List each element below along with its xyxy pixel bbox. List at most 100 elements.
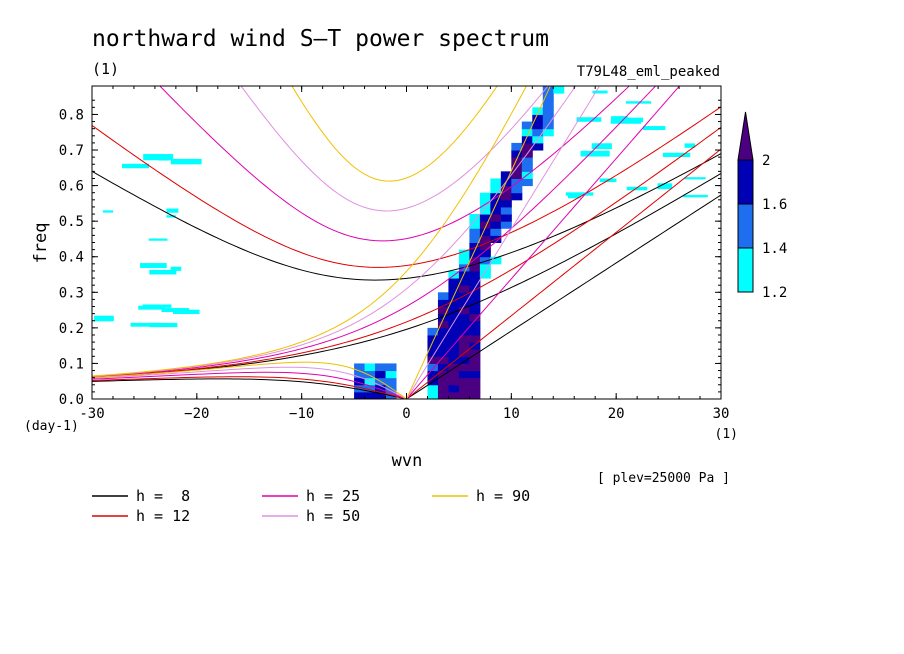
power-cell	[542, 107, 554, 115]
kelvin-curve	[406, 86, 681, 399]
power-cell	[511, 157, 523, 165]
power-cell	[532, 142, 544, 151]
power-cell	[458, 334, 470, 343]
power-cell	[375, 391, 387, 399]
power-patch	[592, 90, 608, 94]
power-cell	[469, 377, 481, 386]
power-cell	[427, 327, 439, 336]
chart-subtitle-right: T79L48_eml_peaked	[577, 64, 720, 80]
power-cell	[458, 342, 470, 350]
power-cell	[448, 320, 460, 329]
y-axis-label: freq	[31, 223, 51, 264]
power-cell	[458, 384, 470, 393]
power-cell	[385, 370, 397, 379]
plot-area	[91, 85, 722, 400]
power-cell	[437, 342, 449, 350]
power-cell	[354, 384, 366, 393]
power-patch	[149, 322, 178, 328]
power-cell	[469, 278, 481, 286]
power-cell	[469, 214, 481, 222]
power-cell	[500, 185, 512, 194]
power-cell	[448, 313, 460, 322]
power-cell	[437, 377, 449, 386]
power-cell	[521, 142, 533, 151]
power-cell	[469, 235, 481, 243]
power-cell	[490, 221, 502, 229]
power-cell	[427, 356, 439, 364]
power-cell	[479, 242, 491, 251]
power-cell	[375, 363, 387, 372]
colorbar-triangle	[737, 111, 754, 161]
power-cell	[427, 363, 439, 372]
power-cell	[375, 370, 387, 379]
power-patch	[576, 117, 602, 122]
power-cell	[490, 256, 502, 265]
colorbar-label: 2	[762, 153, 770, 169]
power-cell	[458, 306, 470, 315]
power-cell	[469, 384, 481, 393]
power-cell	[437, 363, 449, 372]
power-cell	[458, 313, 470, 322]
y-tick-label: 0.1	[59, 356, 84, 372]
power-patch	[623, 117, 644, 123]
kelvin-curve	[406, 148, 721, 399]
power-cell	[479, 214, 491, 222]
power-patch	[580, 150, 610, 157]
power-cell	[469, 342, 481, 350]
mrg-curve	[92, 86, 657, 378]
power-patch	[166, 208, 179, 213]
colorbar-label: 1.6	[762, 197, 787, 213]
power-cell	[354, 377, 366, 386]
power-patch	[567, 194, 581, 199]
power-patch	[170, 266, 182, 271]
legend: h = 8 h = 12 h = 25 h = 50 h = 90	[92, 487, 530, 525]
power-cell	[458, 256, 470, 265]
power-cell	[490, 206, 502, 215]
power-cell	[469, 349, 481, 357]
power-cell	[448, 384, 460, 393]
power-cell	[479, 228, 491, 236]
power-cell	[521, 178, 533, 187]
power-cell	[542, 93, 554, 101]
power-patch	[662, 152, 691, 157]
power-cell	[448, 377, 460, 386]
power-cell	[364, 391, 376, 399]
power-patch	[143, 154, 174, 161]
power-cell	[532, 121, 544, 130]
colorbar-label: 1.2	[762, 285, 787, 301]
power-cell	[448, 306, 460, 315]
y-tick-label: 0.5	[59, 214, 84, 230]
power-cell	[521, 135, 533, 144]
y-tick-label: 0.3	[59, 285, 84, 301]
legend-label: h = 8	[136, 487, 190, 505]
power-cell	[354, 363, 366, 372]
power-cell	[427, 334, 439, 343]
power-patch	[138, 305, 165, 310]
power-cell	[354, 391, 366, 399]
power-cell	[469, 327, 481, 336]
power-cell	[479, 270, 491, 279]
power-cell	[469, 292, 481, 300]
power-patch	[130, 322, 161, 327]
power-cell	[448, 363, 460, 372]
power-patch	[148, 238, 168, 241]
inertia-gravity-curve	[92, 106, 721, 268]
rossby-curve	[92, 376, 407, 399]
power-cell	[458, 249, 470, 258]
power-cell	[490, 228, 502, 236]
x-tick-label: 20	[608, 406, 625, 422]
power-patch	[149, 269, 177, 275]
power-patch	[684, 177, 706, 180]
power-cell	[427, 391, 439, 399]
kelvin-curve	[406, 86, 601, 399]
y-tick-label: 0.4	[59, 250, 84, 266]
y-tick-label: 0.0	[59, 392, 84, 408]
y-tick-label: 0.7	[59, 143, 84, 159]
power-cell	[479, 192, 491, 201]
power-cell	[354, 370, 366, 379]
power-cell	[437, 299, 449, 308]
colorbar: 1.2 1.4 1.6 2	[737, 111, 787, 301]
power-cell	[385, 363, 397, 372]
power-cell	[500, 214, 512, 222]
power-cell	[479, 206, 491, 215]
